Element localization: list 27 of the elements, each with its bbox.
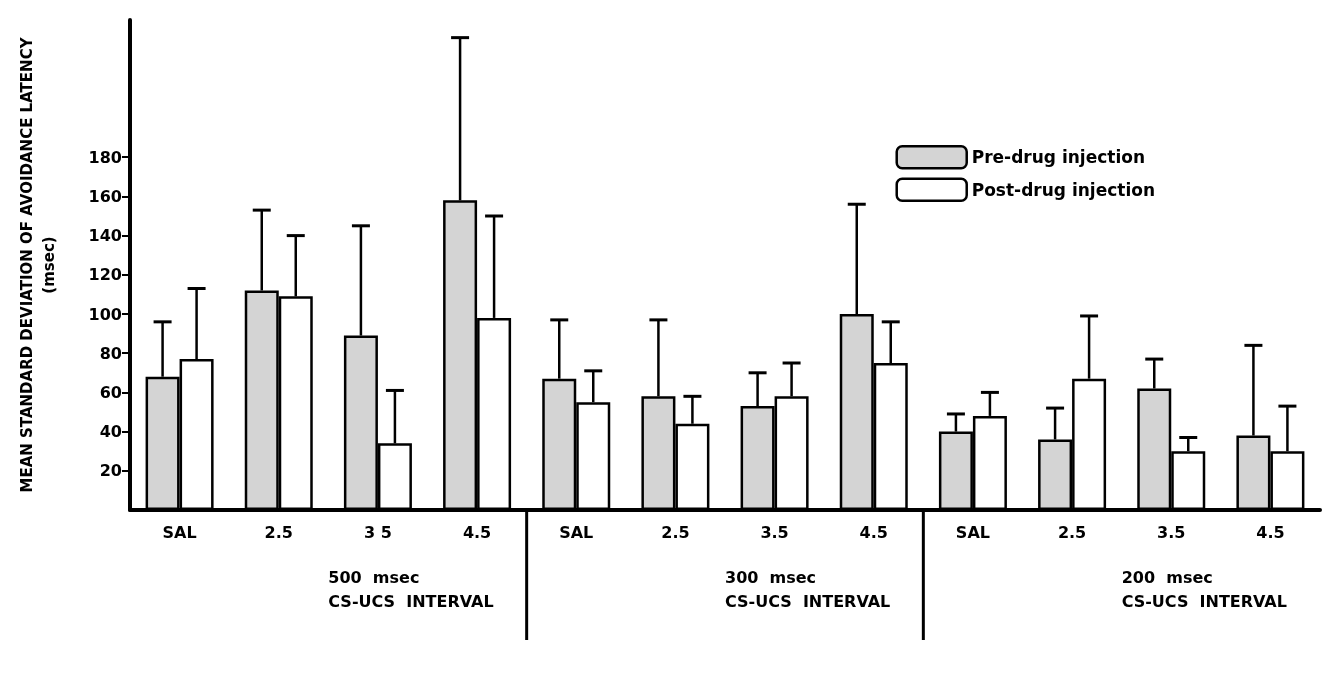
legend-label: Pre-drug injection (971, 147, 1145, 168)
x-tick-label: 3 5 (363, 522, 392, 542)
x-tick-label: 4.5 (1256, 522, 1285, 542)
x-tick-label: 3.5 (760, 522, 789, 542)
y-tick-label: 140 (88, 226, 122, 246)
x-tick-label: SAL (162, 522, 197, 542)
x-tick-label: 2.5 (661, 522, 690, 542)
y-tick-label: 60 (99, 382, 122, 402)
y-tick-label: 40 (99, 422, 122, 442)
y-tick-label: 100 (88, 304, 122, 324)
x-tick-label: SAL (559, 522, 594, 542)
y-axis-title: MEAN STANDARD DEVIATION OF AVOIDANCE LATENCY (msec) (18, 36, 58, 493)
y-tick-label: 120 (88, 265, 122, 285)
y-tick-label: 20 (99, 461, 122, 481)
x-tick-label: 2.5 (1057, 522, 1087, 542)
y-tick-label: 80 (99, 343, 122, 363)
y-tick-label: 160 (88, 186, 122, 206)
y-tick-label: 180 (88, 147, 122, 167)
text: 200 msec CS-UCS INTERVAL (1121, 567, 1287, 611)
text: 300 msec CS-UCS INTERVAL (725, 567, 891, 611)
x-tick-label: 4.5 (462, 522, 492, 542)
x-tick-label: 3.5 (1157, 522, 1186, 542)
x-tick-label: 4.5 (859, 522, 888, 542)
text: 500 msec CS-UCS INTERVAL (328, 567, 494, 611)
x-tick-label: 2.5 (264, 522, 293, 542)
x-tick-label: SAL (955, 522, 990, 542)
legend-label: Post-drug injection (971, 179, 1155, 200)
